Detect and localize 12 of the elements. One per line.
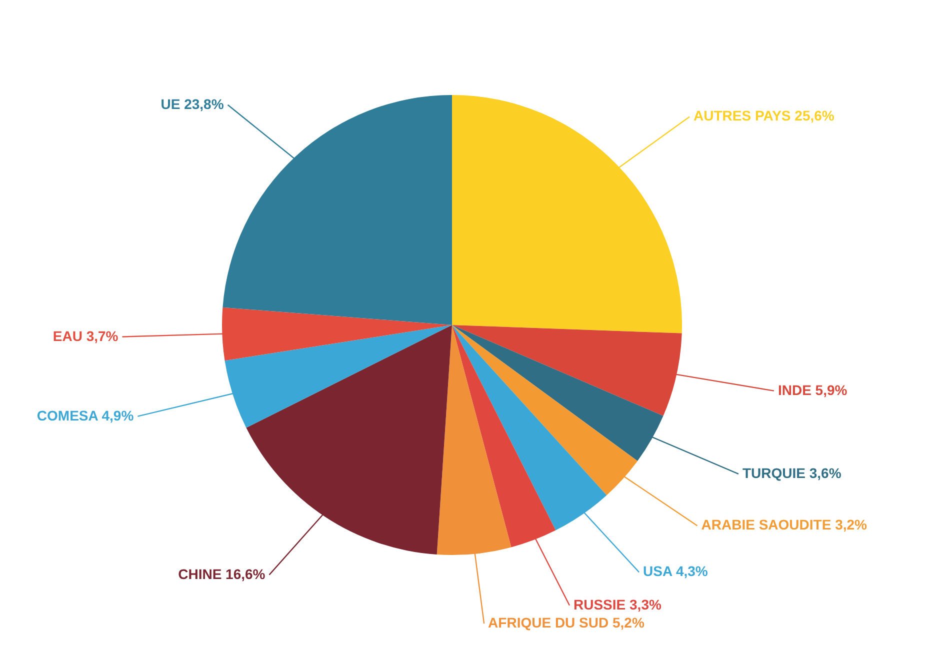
slice-label: TURQUIE 3,6% — [742, 464, 842, 481]
slice-label: CHINE 16,6% — [178, 566, 266, 582]
slice-label: UE 23,8% — [160, 96, 224, 112]
slice-label: AUTRES PAYS 25,6% — [694, 108, 835, 124]
slice-label: COMESA 4,9% — [36, 407, 134, 424]
pie-slice — [222, 95, 452, 325]
slice-label: USA 4,3% — [643, 563, 708, 580]
slice-label: ARABIE SAOUDITE 3,2% — [701, 516, 868, 533]
slice-label: EAU 3,7% — [52, 328, 119, 344]
slice-label: INDE 5,9% — [778, 382, 848, 398]
slice-label: AFRIQUE DU SUD 5,2% — [488, 614, 645, 631]
slice-label: RUSSIE 3,3% — [574, 596, 662, 612]
